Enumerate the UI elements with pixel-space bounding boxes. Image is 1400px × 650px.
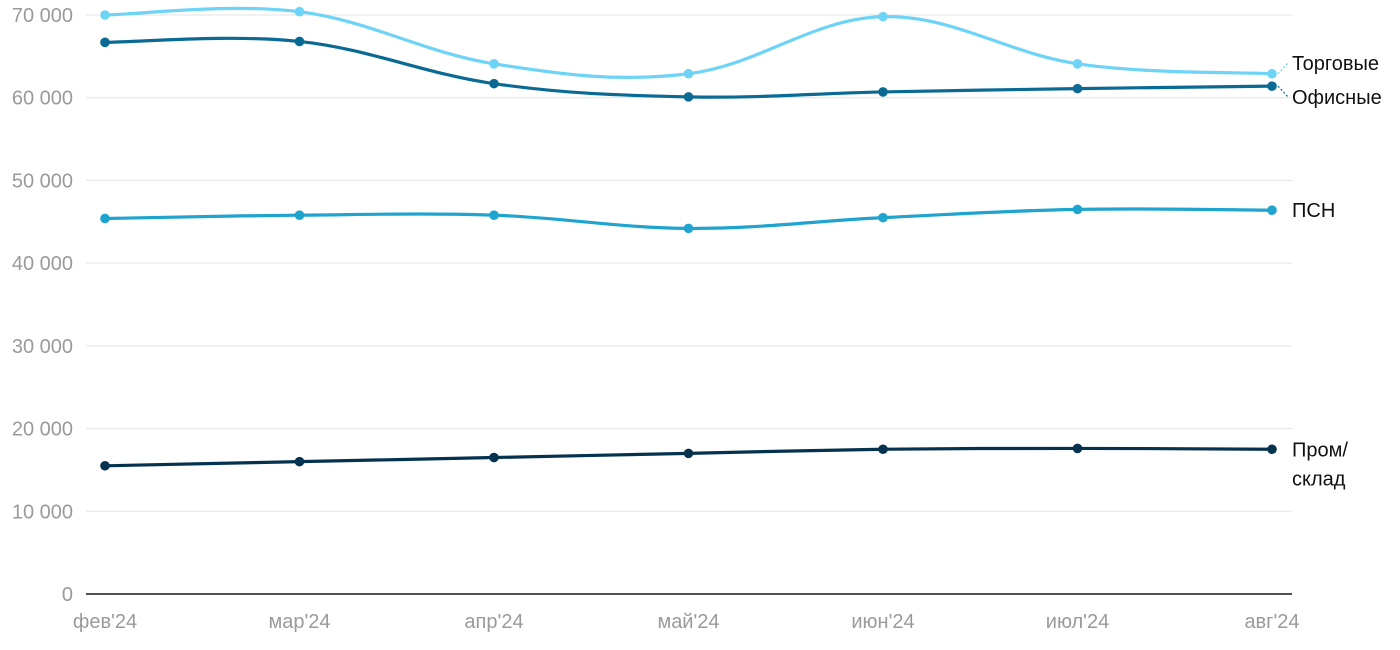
- data-point-торговые: [1267, 68, 1277, 79]
- series-labels: Торговые Офисные ПСН Пром/склад: [1277, 53, 1382, 490]
- y-tick-label: 0: [62, 584, 73, 606]
- y-tick-label: 50 000: [12, 170, 73, 192]
- data-point-пром-склад: [294, 456, 305, 467]
- data-point-офисные: [294, 36, 305, 47]
- data-point-псн: [489, 210, 499, 220]
- series-points: [100, 6, 1277, 471]
- data-point-офисные: [683, 92, 694, 102]
- data-point-пром-склад: [489, 452, 499, 463]
- x-axis-tick-labels: фев'24 мар'24 апр'24 май'24 июн'24 июл'24 авг'…: [73, 611, 1300, 633]
- data-point-торговые: [1072, 59, 1083, 69]
- data-point-псн: [1072, 204, 1083, 215]
- series-line-торговые: [103, 6, 1274, 80]
- data-point-пром-склад: [1267, 444, 1277, 455]
- data-point-псн: [100, 213, 110, 224]
- series-label-офисные: Офисные: [1292, 87, 1382, 109]
- data-point-пром-склад: [683, 448, 694, 459]
- x-tick-label: май'24: [657, 611, 719, 633]
- data-point-офисные: [1267, 81, 1277, 91]
- data-point-офисные: [100, 37, 110, 48]
- data-point-торговые: [100, 10, 110, 20]
- data-point-торговые: [878, 11, 888, 22]
- data-point-офисные: [878, 87, 888, 97]
- x-tick-label: авг'24: [1244, 611, 1299, 633]
- x-tick-label: апр'24: [464, 611, 523, 633]
- y-tick-label: 70 000: [12, 5, 73, 27]
- series-label-торговые: Торговые: [1292, 53, 1379, 75]
- data-point-псн: [878, 212, 888, 223]
- y-tick-label: 60 000: [12, 88, 73, 110]
- data-point-псн: [294, 210, 305, 220]
- data-point-торговые: [489, 59, 499, 69]
- label-leader-офисные: [1277, 85, 1289, 98]
- x-tick-label: июл'24: [1046, 611, 1109, 633]
- y-tick-label: 40 000: [12, 253, 73, 275]
- data-point-псн: [1267, 205, 1277, 216]
- data-point-офисные: [1072, 83, 1083, 94]
- x-tick-label: фев'24: [73, 611, 137, 633]
- series-label-псн: ПСН: [1292, 200, 1335, 222]
- series-label-пром-склад: Пром/склад: [1292, 439, 1348, 490]
- y-tick-label: 10 000: [12, 501, 73, 523]
- data-point-псн: [683, 223, 694, 234]
- data-point-пром-склад: [100, 460, 110, 471]
- data-point-пром-склад: [1072, 443, 1083, 454]
- data-point-офисные: [489, 78, 499, 89]
- y-axis-tick-labels: 0 10 000 20 000 30 000 40 000 50 000 60 000 70 …: [12, 5, 73, 606]
- data-point-торговые: [294, 6, 305, 17]
- label-leader-торговые: [1277, 62, 1289, 75]
- data-point-пром-склад: [878, 444, 888, 455]
- x-tick-label: июн'24: [851, 611, 914, 633]
- data-point-торговые: [683, 68, 694, 79]
- x-tick-label: мар'24: [268, 611, 330, 633]
- y-tick-label: 30 000: [12, 336, 73, 358]
- y-tick-label: 20 000: [12, 419, 73, 441]
